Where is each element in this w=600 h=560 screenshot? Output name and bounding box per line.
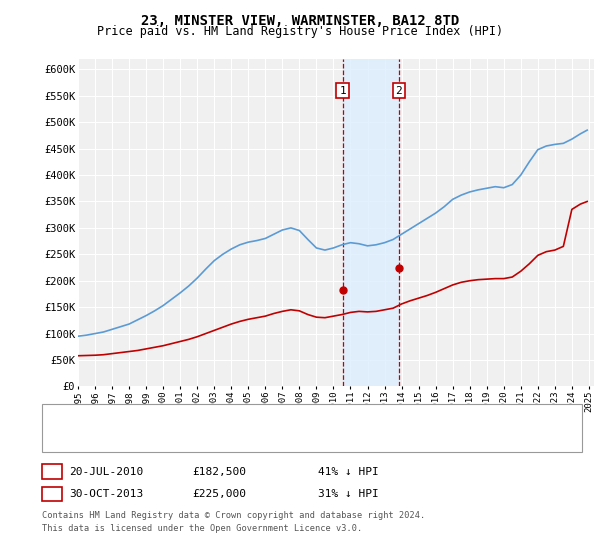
- Bar: [343, 59, 398, 386]
- Text: 2: 2: [49, 489, 55, 499]
- Text: 2: 2: [395, 86, 402, 96]
- Text: HPI: Average price, detached house, Wiltshire: HPI: Average price, detached house, Wilt…: [96, 431, 377, 441]
- Text: £182,500: £182,500: [192, 466, 246, 477]
- Text: 1: 1: [339, 86, 346, 96]
- Text: 20-JUL-2010: 20-JUL-2010: [69, 466, 143, 477]
- Text: £225,000: £225,000: [192, 489, 246, 499]
- Text: 41% ↓ HPI: 41% ↓ HPI: [318, 466, 379, 477]
- Text: 23, MINSTER VIEW, WARMINSTER, BA12 8TD: 23, MINSTER VIEW, WARMINSTER, BA12 8TD: [141, 14, 459, 28]
- Text: 23, MINSTER VIEW, WARMINSTER, BA12 8TD (detached house): 23, MINSTER VIEW, WARMINSTER, BA12 8TD (…: [96, 409, 440, 419]
- Text: Price paid vs. HM Land Registry's House Price Index (HPI): Price paid vs. HM Land Registry's House …: [97, 25, 503, 38]
- Text: 30-OCT-2013: 30-OCT-2013: [69, 489, 143, 499]
- Text: Contains HM Land Registry data © Crown copyright and database right 2024.: Contains HM Land Registry data © Crown c…: [42, 511, 425, 520]
- Text: 1: 1: [49, 466, 55, 477]
- Text: This data is licensed under the Open Government Licence v3.0.: This data is licensed under the Open Gov…: [42, 524, 362, 533]
- Text: 31% ↓ HPI: 31% ↓ HPI: [318, 489, 379, 499]
